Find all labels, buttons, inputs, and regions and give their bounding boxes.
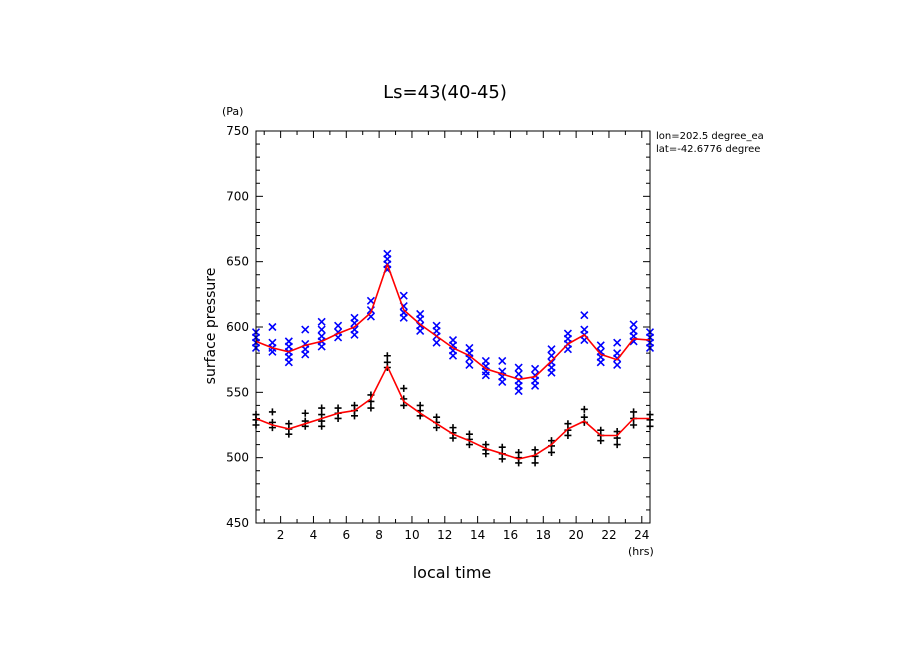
data-point-x-marker — [514, 369, 523, 379]
data-point-plus-marker — [351, 412, 358, 420]
x-tick-label: 16 — [503, 528, 518, 542]
data-point-plus-marker — [318, 411, 326, 419]
data-point-plus-marker — [564, 420, 572, 428]
data-point-plus-marker — [548, 448, 555, 456]
data-point-x-marker — [399, 291, 408, 300]
x-tick-label: 18 — [536, 528, 551, 542]
x-tick-label: 14 — [470, 528, 485, 542]
data-point-plus-marker — [564, 431, 572, 439]
data-point-x-marker — [317, 317, 326, 326]
data-point-x-marker — [432, 338, 441, 347]
data-point-x-marker — [498, 356, 507, 366]
x-tick-label: 12 — [437, 528, 452, 542]
data-point-x-marker — [531, 364, 540, 373]
data-point-x-marker — [613, 338, 622, 347]
y-unit-label: (Pa) — [222, 105, 243, 118]
x-tick-label: 22 — [601, 528, 616, 542]
data-point-plus-marker — [268, 408, 276, 416]
plot-frame — [255, 130, 651, 524]
data-point-plus-marker — [597, 437, 605, 445]
data-point-x-marker — [317, 325, 326, 334]
data-point-x-marker — [547, 368, 556, 377]
plot-marks — [251, 249, 655, 467]
data-point-plus-marker — [285, 430, 293, 438]
x-tick-label: 4 — [310, 528, 318, 542]
data-point-plus-marker — [400, 384, 408, 392]
data-point-plus-marker — [318, 404, 326, 412]
x-tick-label: 24 — [634, 528, 649, 542]
x-tick-label: 2 — [277, 528, 285, 542]
data-point-x-marker — [448, 351, 458, 360]
data-point-plus-marker — [498, 455, 506, 463]
data-point-x-marker — [465, 354, 474, 363]
data-point-x-marker — [580, 311, 589, 320]
x-axis-label: local time — [413, 563, 492, 582]
data-point-plus-marker — [531, 459, 539, 467]
data-point-x-marker — [596, 358, 605, 367]
x-tick-label: 20 — [568, 528, 583, 542]
data-point-x-marker — [514, 386, 523, 396]
data-point-plus-marker — [580, 405, 588, 413]
data-point-x-marker — [268, 322, 277, 332]
data-point-x-marker — [284, 358, 293, 367]
mean-line-3 — [255, 365, 650, 460]
data-point-x-marker — [613, 360, 622, 369]
annotation-latitude: lat=-42.6776 degree — [656, 144, 760, 155]
mean-line-2 — [255, 263, 651, 381]
y-tick-label: 700 — [226, 189, 249, 203]
data-point-plus-marker — [400, 401, 408, 409]
data-point-plus-marker — [449, 434, 457, 442]
data-point-plus-marker — [301, 409, 309, 417]
data-point-x-marker — [334, 321, 343, 330]
data-point-x-marker — [301, 325, 310, 334]
data-point-plus-marker — [515, 459, 523, 467]
x-tick-label: 10 — [404, 528, 419, 542]
data-point-plus-marker — [630, 408, 638, 416]
y-axis-label: surface pressure — [203, 268, 219, 385]
x-tick-label: 8 — [375, 528, 383, 542]
data-point-plus-marker — [498, 443, 506, 451]
data-point-x-marker — [416, 326, 425, 335]
data-point-x-marker — [350, 330, 359, 339]
data-point-plus-marker — [531, 446, 539, 454]
x-tick-label: 6 — [342, 528, 350, 542]
data-point-plus-marker — [613, 441, 621, 449]
y-tick-label: 750 — [226, 124, 249, 138]
data-point-x-marker — [531, 381, 540, 390]
data-point-x-marker — [268, 347, 277, 356]
x-unit-label: (hrs) — [628, 545, 654, 558]
data-point-x-marker — [514, 363, 523, 372]
data-point-x-marker — [498, 377, 507, 386]
data-point-plus-marker — [465, 441, 473, 449]
data-point-x-marker — [596, 341, 605, 350]
data-point-plus-marker — [367, 404, 375, 412]
data-point-plus-marker — [482, 450, 490, 458]
annotation-longitude: lon=202.5 degree_ea — [656, 131, 764, 142]
data-point-plus-marker — [630, 421, 638, 429]
data-point-plus-marker — [433, 424, 441, 432]
data-point-x-marker — [399, 313, 408, 322]
data-point-x-marker — [317, 342, 326, 351]
data-point-plus-marker — [318, 422, 326, 430]
data-point-x-marker — [629, 320, 638, 329]
y-tick-label: 600 — [226, 320, 249, 334]
data-point-x-marker — [547, 345, 556, 354]
data-point-x-marker — [465, 360, 474, 369]
chart-title: Ls=43(40-45) — [383, 82, 507, 103]
y-tick-label: 500 — [226, 451, 249, 465]
data-point-plus-marker — [334, 414, 342, 422]
data-point-x-marker — [301, 350, 310, 359]
y-tick-label: 650 — [226, 255, 249, 269]
y-tick-label: 450 — [226, 516, 249, 530]
data-point-plus-marker — [613, 428, 621, 436]
data-point-x-marker — [481, 371, 490, 380]
data-point-plus-marker — [383, 352, 391, 360]
y-tick-label: 550 — [226, 385, 249, 399]
